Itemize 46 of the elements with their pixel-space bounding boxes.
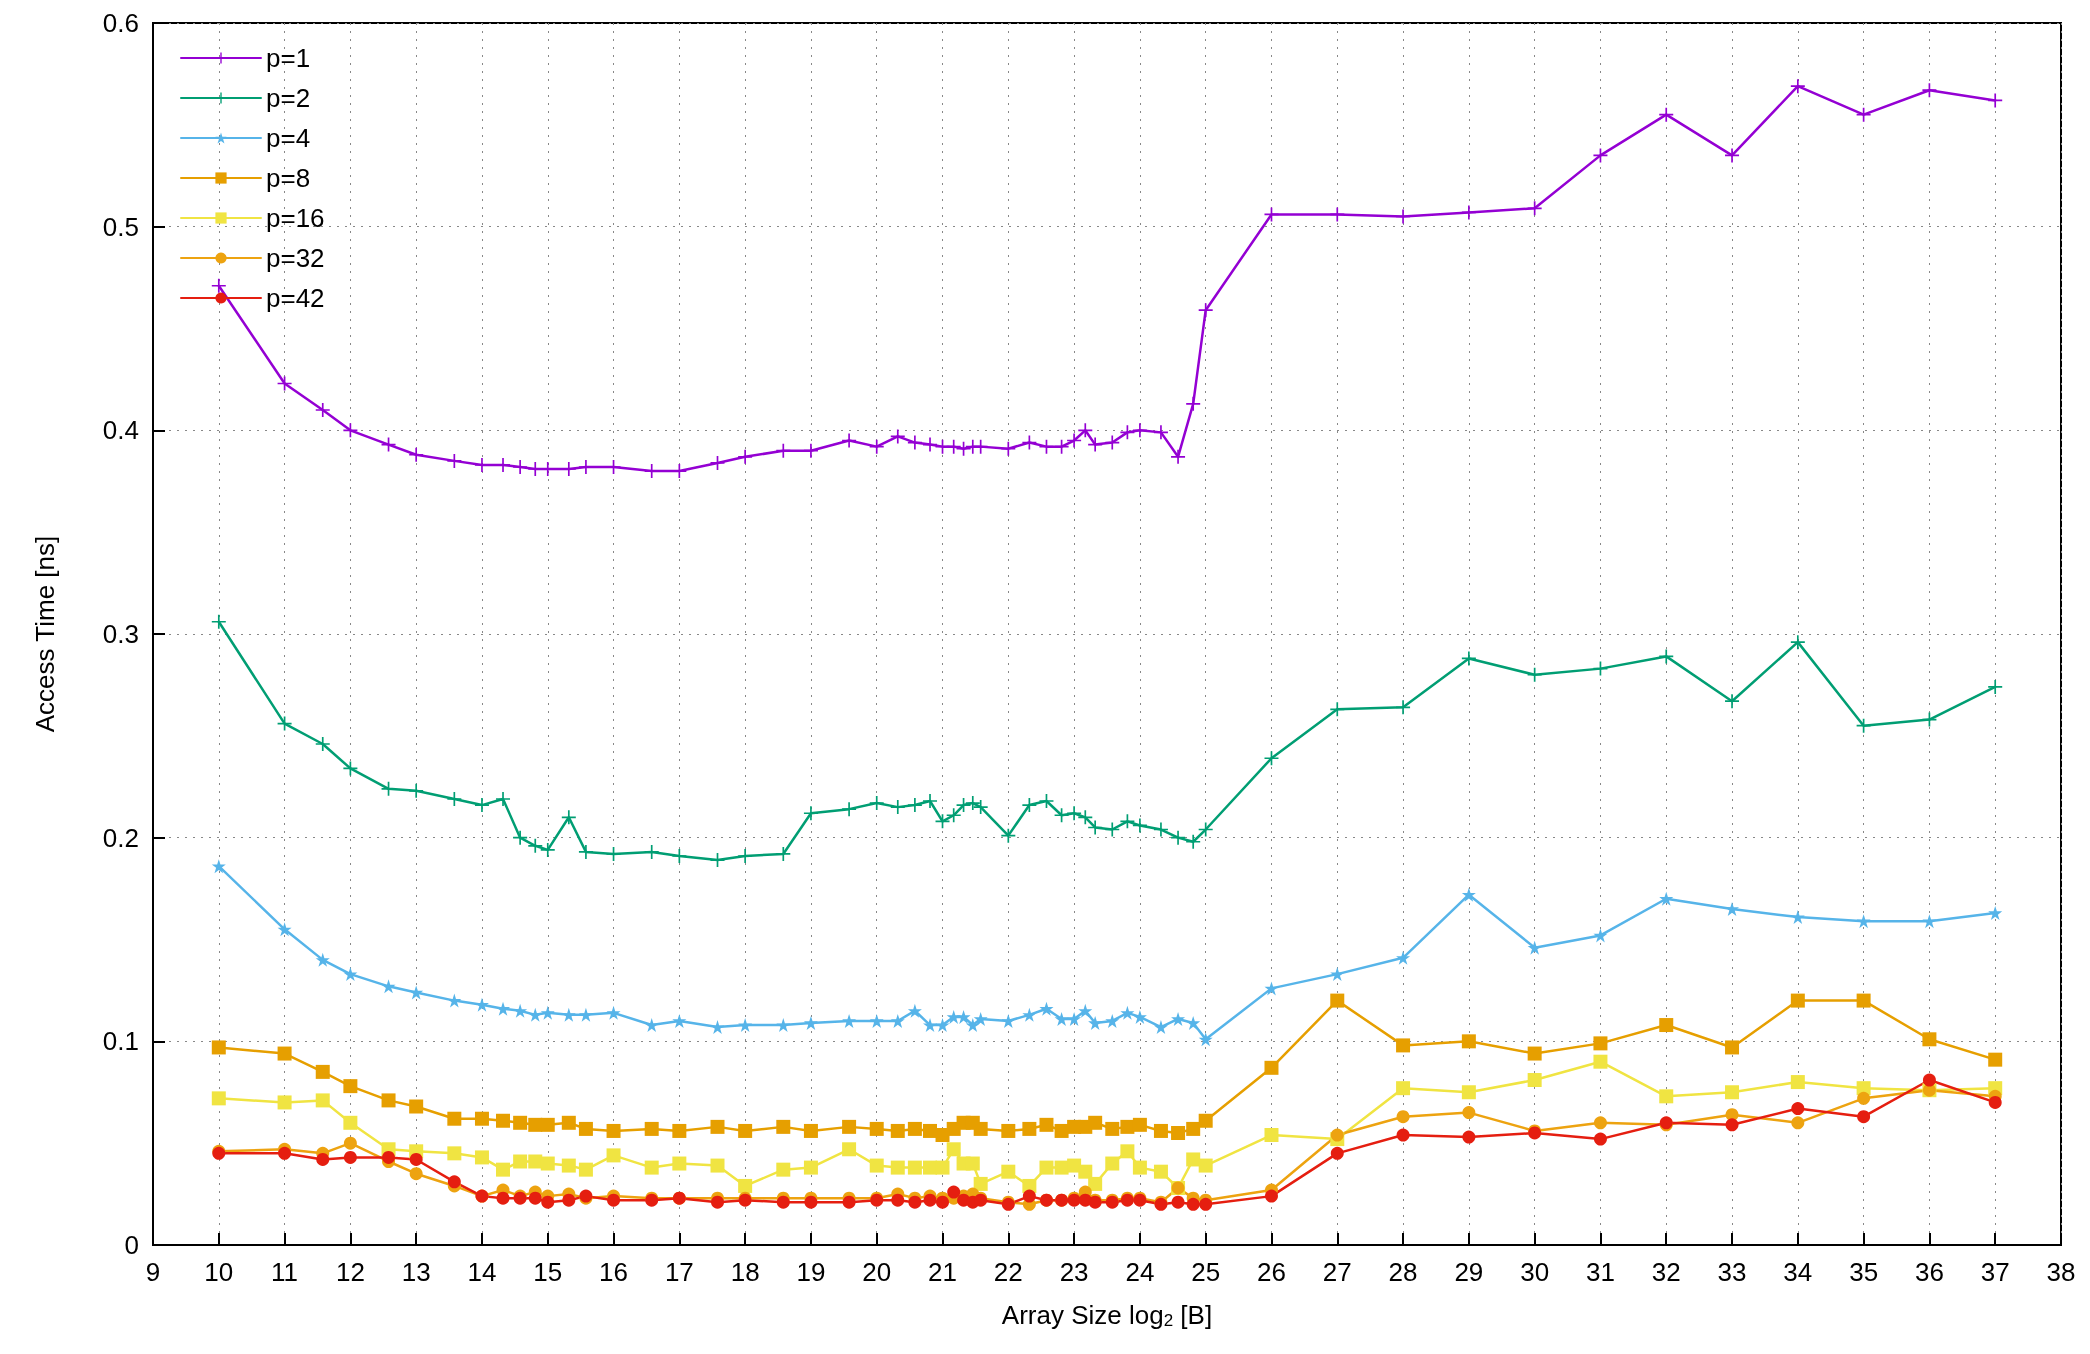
x-tick-label: 11 [271, 1257, 299, 1287]
x-tick-label: 38 [2046, 1257, 2076, 1287]
x-tick-label: 29 [1454, 1257, 1484, 1287]
legend-label: p=8 [266, 163, 311, 193]
x-tick-label: 26 [1257, 1257, 1286, 1287]
y-tick-label: 0.1 [102, 1026, 139, 1057]
x-tick-label: 12 [335, 1257, 365, 1287]
legend-label: p=32 [266, 243, 325, 273]
x-tick-label: 24 [1125, 1257, 1155, 1287]
legend-label: p=1 [266, 43, 311, 73]
x-tick-label: 22 [993, 1257, 1023, 1287]
legend-label: p=16 [266, 203, 325, 233]
x-tick-label: 9 [145, 1257, 161, 1287]
x-tick-label: 15 [533, 1257, 563, 1287]
x-tick-label: 35 [1849, 1257, 1879, 1287]
x-tick-label: 20 [862, 1257, 892, 1287]
y-tick-label: 0.3 [102, 619, 139, 649]
y-tick-label: 0.5 [102, 211, 139, 242]
x-tick-label: 23 [1059, 1257, 1089, 1287]
y-tick-label: 0.4 [102, 415, 139, 446]
y-tick-label: 0.6 [102, 8, 139, 38]
y-axis-title: Access Time [ns] [30, 535, 60, 733]
x-tick-label: 10 [204, 1257, 234, 1287]
x-tick-label: 32 [1651, 1257, 1681, 1287]
y-tick-label: 0.2 [102, 822, 139, 853]
y-tick-label: 0 [124, 1230, 139, 1260]
x-axis-title: Array Size log2 [B] [1001, 1299, 1213, 1330]
x-tick-label: 27 [1322, 1257, 1352, 1287]
x-tick-label: 34 [1783, 1257, 1813, 1287]
x-tick-label: 33 [1717, 1257, 1747, 1287]
x-tick-label: 37 [1980, 1257, 2010, 1287]
x-tick-label: 30 [1520, 1257, 1550, 1287]
x-tick-label: 31 [1585, 1257, 1615, 1287]
legend-label: p=4 [266, 123, 311, 153]
x-tick-label: 16 [599, 1257, 629, 1287]
x-tick-label: 21 [928, 1257, 957, 1287]
legend-label: p=2 [266, 83, 311, 113]
x-tick-label: 25 [1191, 1257, 1221, 1287]
x-tick-label: 17 [664, 1257, 694, 1287]
x-tick-label: 28 [1388, 1257, 1418, 1287]
x-tick-label: 14 [467, 1257, 497, 1287]
legend-label: p=42 [266, 283, 325, 313]
x-tick-label: 13 [401, 1257, 431, 1287]
x-tick-label: 36 [1914, 1257, 1944, 1287]
x-tick-label: 18 [730, 1257, 760, 1287]
x-tick-label: 19 [796, 1257, 826, 1287]
